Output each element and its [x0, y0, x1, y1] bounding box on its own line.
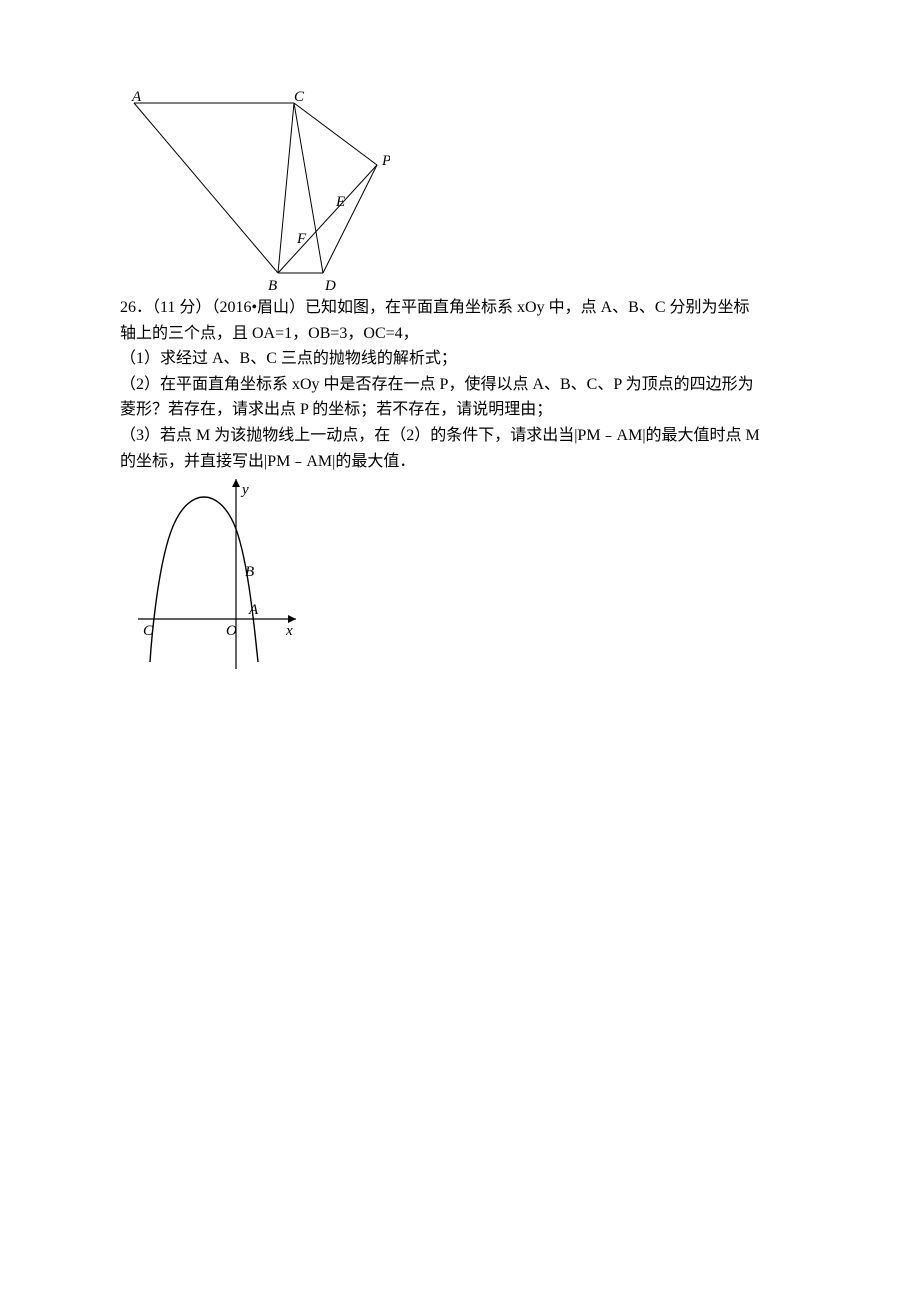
problem-stem-line-1: 26．（11 分）（2016•眉山）已知如图，在平面直角坐标系 xOy 中，点 … — [120, 295, 820, 321]
problem-number: 26 — [120, 299, 136, 316]
fig1-label-B: B — [268, 278, 277, 294]
problem-source: （2016•眉山） — [211, 299, 305, 316]
fig2-label-A: A — [248, 602, 259, 618]
problem-points: （11 分） — [152, 299, 211, 316]
problem-q2-line-2: 菱形？若存在，请求出点 P 的坐标；若不存在，请说明理由； — [120, 397, 820, 423]
fig2-label-B: B — [245, 564, 254, 580]
problem-stem-line-2: 轴上的三个点，且 OA=1，OB=3，OC=4， — [120, 321, 820, 347]
fig2-label-x: x — [285, 623, 293, 639]
fig1-label-D: D — [324, 278, 336, 294]
fig1-label-C: C — [294, 90, 305, 105]
problem-q3-line-2: 的坐标，并直接写出|PM﹣AM|的最大值． — [120, 449, 820, 475]
fig1-label-A: A — [131, 90, 142, 105]
figure-2-parabola: y x O A B C — [128, 474, 303, 674]
fig2-label-y: y — [240, 482, 249, 498]
figure-1-diagram: A C P E F B D — [120, 90, 390, 295]
fig1-label-F: F — [296, 231, 307, 247]
fig1-label-E: E — [335, 194, 345, 210]
problem-26: 26．（11 分）（2016•眉山）已知如图，在平面直角坐标系 xOy 中，点 … — [120, 295, 820, 474]
fig2-label-O: O — [226, 623, 237, 639]
problem-q2-line-1: （2）在平面直角坐标系 xOy 中是否存在一点 P，使得以点 A、B、C、P 为… — [120, 372, 820, 398]
fig2-label-C: C — [143, 623, 154, 639]
problem-q1: （1）求经过 A、B、C 三点的抛物线的解析式； — [120, 346, 820, 372]
fig1-label-P: P — [381, 153, 390, 169]
page: A C P E F B D 26．（11 分）（2016•眉山）已知如图，在平面… — [0, 0, 920, 774]
problem-q3-line-1: （3）若点 M 为该抛物线上一动点，在（2）的条件下，请求出当|PM﹣AM|的最… — [120, 423, 820, 449]
